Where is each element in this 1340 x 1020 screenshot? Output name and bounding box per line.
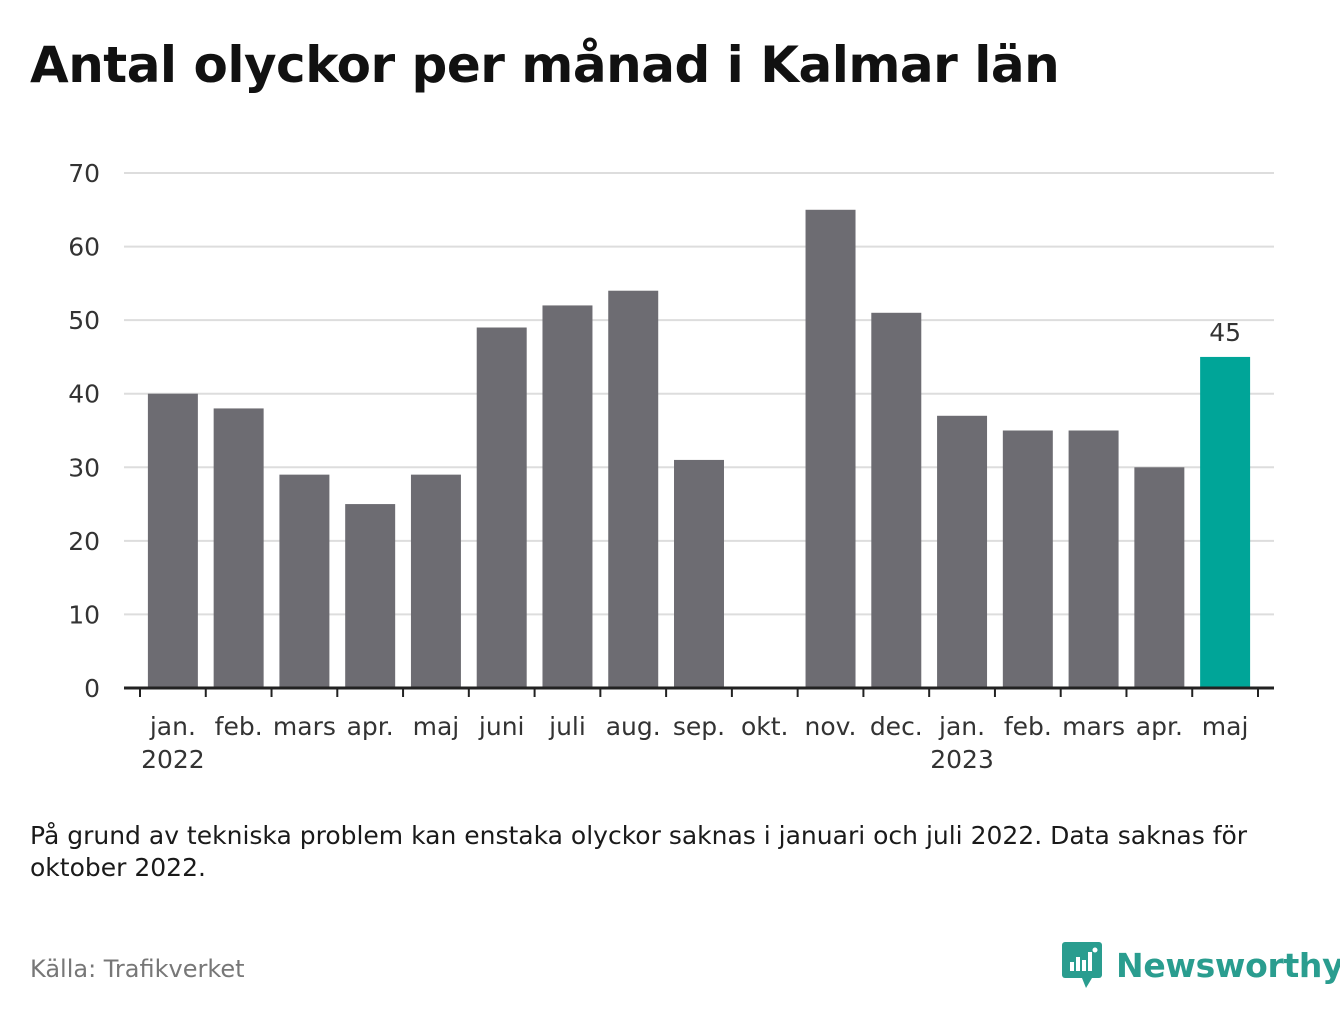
chart-title: Antal olyckor per månad i Kalmar län [30, 36, 1060, 94]
bar-15 [1134, 467, 1185, 688]
y-tick-label: 30 [68, 453, 100, 482]
x-axis [124, 686, 1274, 697]
bar-16 [1200, 356, 1251, 688]
bar-7 [608, 290, 659, 688]
bar-14 [1068, 430, 1119, 688]
footnote: På grund av tekniska problem kan enstaka… [30, 821, 1248, 882]
bar-0 [147, 393, 198, 688]
bars [147, 209, 1251, 688]
bar-6 [542, 305, 593, 688]
bar-8 [674, 459, 724, 688]
x-tick-label: juli [548, 712, 586, 741]
y-tick-label: 20 [68, 527, 100, 556]
x-tick-label: okt. [741, 712, 789, 741]
x-tick-label: juni [478, 712, 525, 741]
x-tick-label: dec. [870, 712, 923, 741]
source-label: Källa: Trafikverket [30, 955, 245, 983]
x-tick-label: maj [1202, 712, 1249, 741]
y-tick-label: 70 [68, 159, 100, 188]
bar-3 [345, 504, 396, 688]
x-tick-label: feb. [215, 712, 263, 741]
brand-name: Newsworthy [1116, 945, 1340, 985]
y-tick-label: 50 [68, 306, 100, 335]
brand-logo[interactable]: Newsworthy [1062, 942, 1340, 988]
x-year-label: 2023 [930, 745, 994, 774]
x-tick-label: mars [273, 712, 336, 741]
bar-13 [1002, 430, 1053, 688]
bar-10 [805, 209, 856, 688]
y-tick-label: 60 [68, 233, 100, 262]
bar-2 [279, 474, 330, 688]
bar-12 [937, 415, 988, 688]
bar-1 [213, 408, 264, 688]
y-tick-label: 40 [68, 380, 100, 409]
x-tick-label: jan. [938, 712, 985, 741]
x-tick-label: feb. [1004, 712, 1052, 741]
y-tick-label: 10 [68, 600, 100, 629]
bar-11 [871, 312, 922, 688]
x-tick-label: apr. [347, 712, 394, 741]
x-tick-label: mars [1062, 712, 1125, 741]
bar-4 [410, 474, 461, 688]
x-tick-label: aug. [606, 712, 661, 741]
x-tick-label: jan. [149, 712, 196, 741]
x-tick-label: nov. [805, 712, 857, 741]
x-tick-label: sep. [673, 712, 725, 741]
bar-5 [476, 327, 527, 688]
data-label: 45 [1209, 318, 1241, 347]
x-tick-label: maj [413, 712, 460, 741]
bar-chart-speech-bubble-icon [1062, 942, 1102, 988]
y-tick-label: 0 [84, 674, 100, 703]
x-year-label: 2022 [141, 745, 205, 774]
x-tick-label: apr. [1136, 712, 1183, 741]
